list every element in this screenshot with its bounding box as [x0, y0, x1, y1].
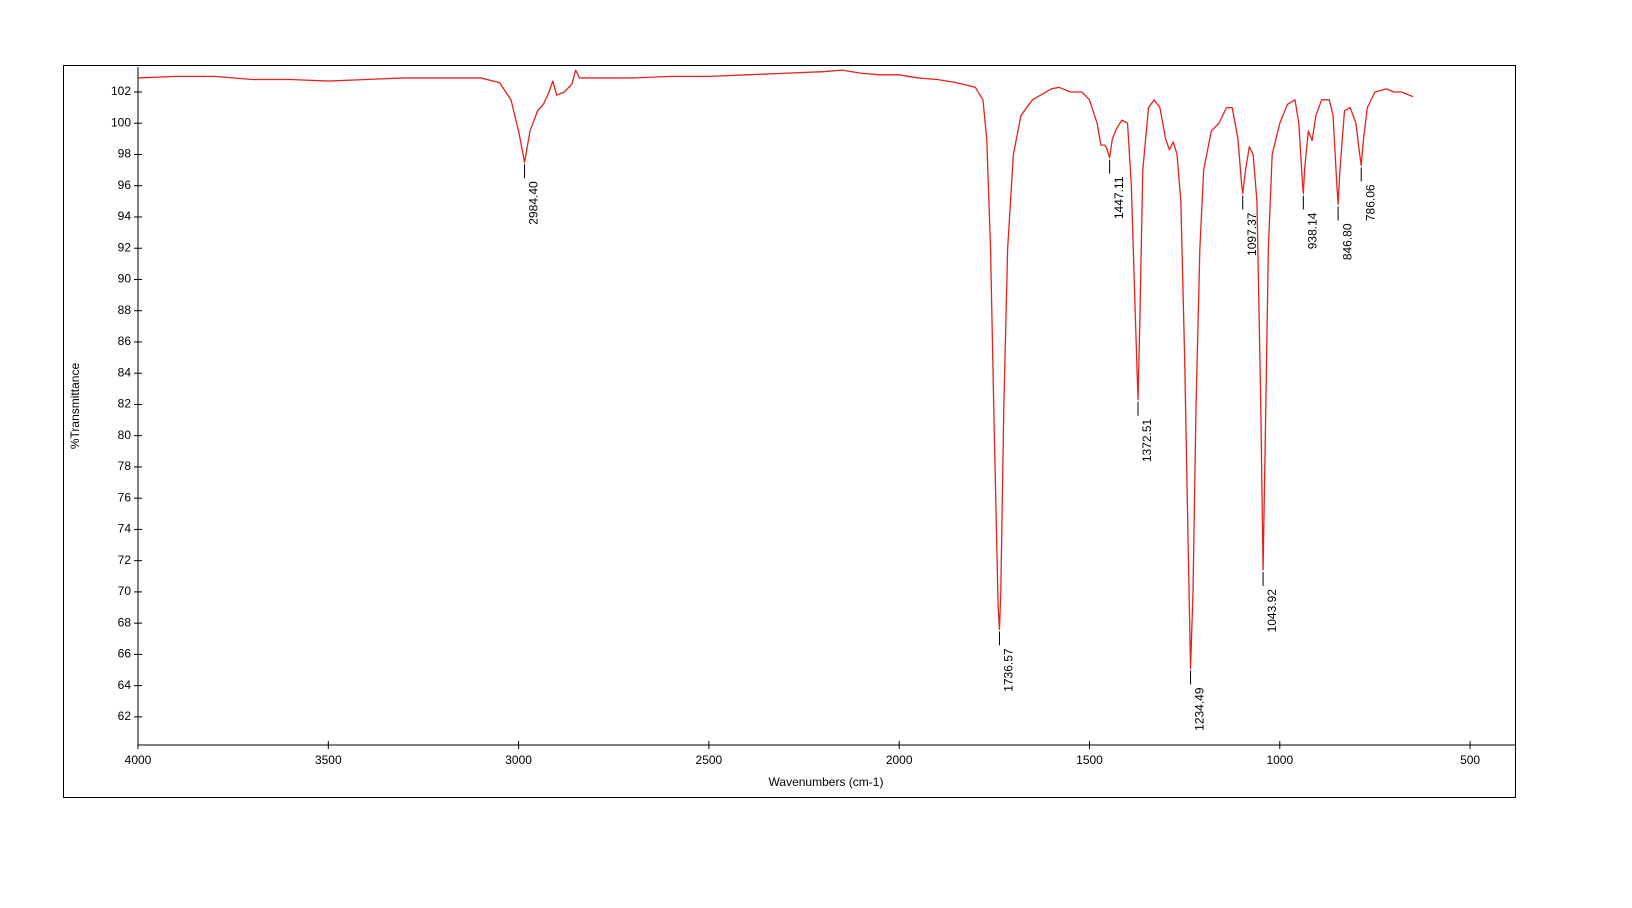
peak-label: 1447.11: [1112, 176, 1126, 219]
y-tick-label: 96: [118, 178, 132, 192]
y-tick-label: 100: [111, 115, 131, 129]
y-tick-label: 86: [118, 334, 132, 348]
y-tick-label: 76: [118, 490, 132, 504]
y-axis-label: %Transmittance: [68, 363, 82, 450]
peak-label: 1097.37: [1245, 212, 1259, 256]
x-tick-label: 4000: [125, 753, 152, 767]
y-tick-label: 62: [118, 709, 132, 723]
y-tick-label: 78: [118, 459, 132, 473]
x-tick-label: 1000: [1266, 753, 1293, 767]
y-tick-label: 80: [118, 428, 132, 442]
y-tick-label: 88: [118, 303, 132, 317]
y-tick-label: 84: [118, 365, 132, 379]
peak-label: 2984.40: [527, 181, 541, 225]
x-tick-label: 500: [1460, 753, 1480, 767]
peak-label: 1736.57: [1002, 648, 1016, 692]
y-tick-label: 82: [118, 397, 132, 411]
peak-label: 786.06: [1363, 184, 1377, 221]
y-tick-label: 70: [118, 584, 132, 598]
x-tick-label: 2500: [696, 753, 723, 767]
peak-label: 1043.92: [1265, 589, 1279, 633]
x-tick-label: 3000: [505, 753, 532, 767]
y-tick-label: 72: [118, 553, 132, 567]
y-tick-label: 68: [118, 615, 132, 629]
x-axis-label: Wavenumbers (cm-1): [769, 775, 884, 789]
x-tick-label: 1500: [1076, 753, 1103, 767]
y-tick-label: 90: [118, 272, 132, 286]
y-tick-label: 98: [118, 147, 132, 161]
peak-label: 1234.49: [1193, 687, 1207, 731]
y-tick-label: 64: [118, 678, 132, 692]
peak-label: 938.14: [1306, 212, 1320, 249]
spectrum-line: [137, 69, 1414, 670]
frame: [63, 65, 1516, 798]
x-tick-label: 2000: [886, 753, 913, 767]
y-tick-label: 74: [118, 522, 132, 536]
y-tick-label: 94: [118, 209, 132, 223]
peak-label: 846.80: [1340, 223, 1354, 260]
y-tick-label: 66: [118, 647, 132, 661]
x-tick-label: 3500: [315, 753, 342, 767]
y-tick-label: 102: [111, 84, 131, 98]
peak-label: 1372.51: [1140, 418, 1154, 462]
y-tick-label: 92: [118, 240, 132, 254]
